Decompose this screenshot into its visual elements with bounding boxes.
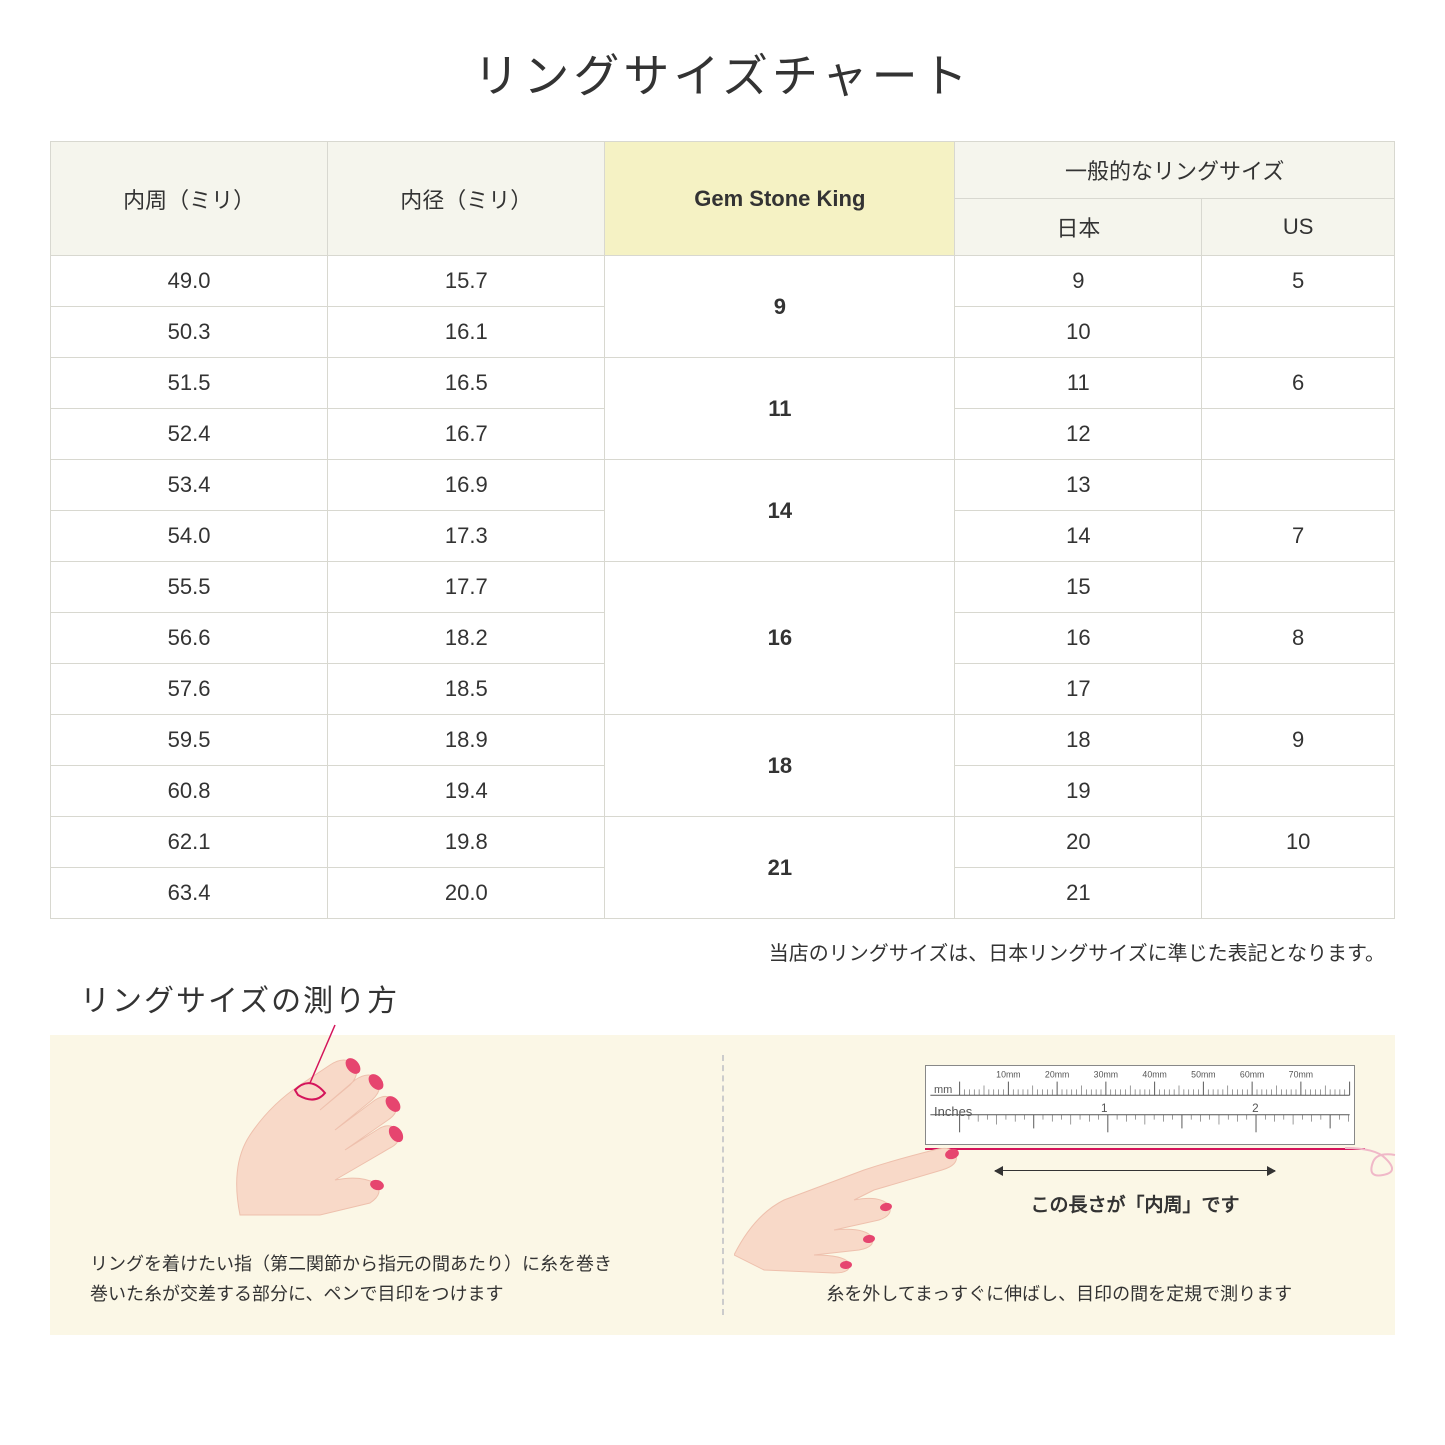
svg-text:10mm: 10mm (996, 1070, 1020, 1080)
ruler-illustration: 10mm20mm30mm40mm50mm60mm70mm 2 1 mm Inch… (925, 1065, 1355, 1145)
cell-gsk: 11 (605, 358, 955, 460)
cell-diameter: 18.9 (328, 715, 605, 766)
cell-us (1202, 562, 1395, 613)
instructions-panel: リングを着けたい指（第二関節から指元の間あたり）に糸を巻き 巻いた糸が交差する部… (50, 1035, 1395, 1335)
cell-circumference: 53.4 (51, 460, 328, 511)
cell-gsk: 18 (605, 715, 955, 817)
left-panel: リングを着けたい指（第二関節から指元の間あたり）に糸を巻き 巻いた糸が交差する部… (50, 1035, 722, 1335)
cell-jp: 12 (955, 409, 1202, 460)
svg-text:1: 1 (1101, 1102, 1108, 1115)
table-row: 59.518.918189 (51, 715, 1395, 766)
cell-us (1202, 766, 1395, 817)
cell-jp: 20 (955, 817, 1202, 868)
footnote: 当店のリングサイズは、日本リングサイズに準じた表記となります。 (50, 937, 1395, 966)
cell-us: 7 (1202, 511, 1395, 562)
cell-diameter: 19.4 (328, 766, 605, 817)
col-circumference: 内周（ミリ） (51, 142, 328, 256)
cell-gsk: 9 (605, 256, 955, 358)
cell-circumference: 50.3 (51, 307, 328, 358)
cell-diameter: 16.9 (328, 460, 605, 511)
cell-diameter: 19.8 (328, 817, 605, 868)
cell-gsk: 21 (605, 817, 955, 919)
cell-us (1202, 307, 1395, 358)
cell-diameter: 18.2 (328, 613, 605, 664)
cell-circumference: 57.6 (51, 664, 328, 715)
table-row: 53.416.91413 (51, 460, 1395, 511)
cell-us: 6 (1202, 358, 1395, 409)
cell-diameter: 16.7 (328, 409, 605, 460)
col-gsk: Gem Stone King (605, 142, 955, 256)
cell-jp: 10 (955, 307, 1202, 358)
col-diameter: 内径（ミリ） (328, 142, 605, 256)
cell-us: 10 (1202, 817, 1395, 868)
cell-circumference: 55.5 (51, 562, 328, 613)
cell-diameter: 20.0 (328, 868, 605, 919)
cell-us: 9 (1202, 715, 1395, 766)
cell-jp: 14 (955, 511, 1202, 562)
svg-text:20mm: 20mm (1045, 1070, 1069, 1080)
cell-circumference: 60.8 (51, 766, 328, 817)
size-chart-table: 内周（ミリ） 内径（ミリ） Gem Stone King 一般的なリングサイズ … (50, 141, 1395, 919)
cell-us (1202, 460, 1395, 511)
cell-gsk: 14 (605, 460, 955, 562)
cell-jp: 21 (955, 868, 1202, 919)
cell-us (1202, 409, 1395, 460)
svg-text:40mm: 40mm (1142, 1070, 1166, 1080)
col-us: US (1202, 199, 1395, 256)
instructions-title: リングサイズの測り方 (80, 976, 1395, 1020)
cell-us (1202, 664, 1395, 715)
svg-text:2: 2 (1252, 1102, 1259, 1115)
cell-jp: 19 (955, 766, 1202, 817)
cell-us (1202, 868, 1395, 919)
svg-text:60mm: 60mm (1240, 1070, 1264, 1080)
cell-diameter: 16.1 (328, 307, 605, 358)
col-general: 一般的なリングサイズ (955, 142, 1395, 199)
col-jp: 日本 (955, 199, 1202, 256)
cell-circumference: 52.4 (51, 409, 328, 460)
hand-wrap-illustration (180, 1015, 480, 1235)
cell-diameter: 16.5 (328, 358, 605, 409)
cell-diameter: 15.7 (328, 256, 605, 307)
arrow-label: この長さが「内周」です (985, 1190, 1285, 1217)
cell-diameter: 18.5 (328, 664, 605, 715)
cell-circumference: 54.0 (51, 511, 328, 562)
svg-text:70mm: 70mm (1289, 1070, 1313, 1080)
cell-jp: 11 (955, 358, 1202, 409)
svg-text:30mm: 30mm (1094, 1070, 1118, 1080)
cell-diameter: 17.7 (328, 562, 605, 613)
cell-jp: 16 (955, 613, 1202, 664)
measurement-arrow (995, 1170, 1275, 1171)
left-caption: リングを着けたい指（第二関節から指元の間あたり）に糸を巻き 巻いた糸が交差する部… (50, 1249, 722, 1310)
ruler-mm-label: mm (934, 1084, 952, 1096)
right-caption: 糸を外してまっすぐに伸ばし、目印の間を定規で測ります (724, 1279, 1396, 1310)
cell-gsk: 16 (605, 562, 955, 715)
thread-line (925, 1148, 1365, 1150)
table-row: 49.015.7995 (51, 256, 1395, 307)
cell-us: 8 (1202, 613, 1395, 664)
cell-circumference: 49.0 (51, 256, 328, 307)
cell-jp: 15 (955, 562, 1202, 613)
page-title: リングサイズチャート (50, 40, 1395, 106)
cell-diameter: 17.3 (328, 511, 605, 562)
cell-us: 5 (1202, 256, 1395, 307)
thread-curl (1345, 1130, 1405, 1180)
cell-circumference: 56.6 (51, 613, 328, 664)
hand-point-illustration (734, 1115, 974, 1275)
cell-circumference: 63.4 (51, 868, 328, 919)
cell-jp: 17 (955, 664, 1202, 715)
table-row: 51.516.511116 (51, 358, 1395, 409)
cell-jp: 18 (955, 715, 1202, 766)
svg-text:50mm: 50mm (1191, 1070, 1215, 1080)
cell-circumference: 59.5 (51, 715, 328, 766)
table-row: 55.517.71615 (51, 562, 1395, 613)
right-panel: 10mm20mm30mm40mm50mm60mm70mm 2 1 mm Inch… (724, 1035, 1396, 1335)
cell-circumference: 62.1 (51, 817, 328, 868)
cell-jp: 9 (955, 256, 1202, 307)
table-row: 62.119.8212010 (51, 817, 1395, 868)
cell-jp: 13 (955, 460, 1202, 511)
cell-circumference: 51.5 (51, 358, 328, 409)
